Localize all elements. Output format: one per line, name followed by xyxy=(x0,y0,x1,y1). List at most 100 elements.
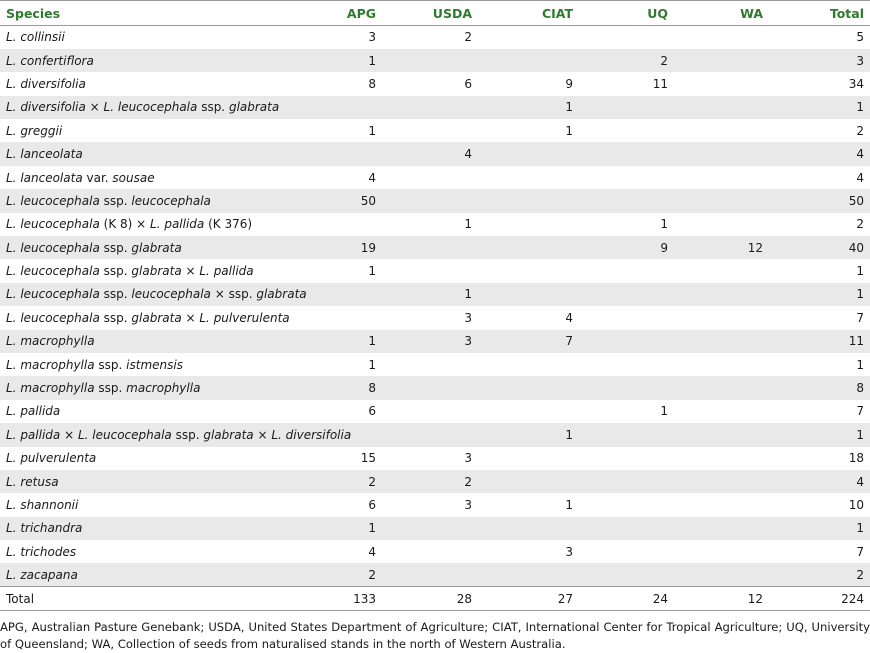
species-name-part: × xyxy=(85,100,104,115)
cell-wa xyxy=(674,213,769,236)
species-name-part: L. macrophylla xyxy=(6,357,95,372)
cell-apg: 1 xyxy=(368,53,376,68)
cell-uq xyxy=(579,259,674,282)
species-name: L. lanceolata xyxy=(0,142,268,165)
table-row: L. leucocephala ssp. glabrata × L. pulve… xyxy=(0,306,870,329)
cell-usda: 2 xyxy=(464,30,472,45)
species-name-part: ssp. xyxy=(171,427,204,442)
header-species: Species xyxy=(6,5,61,21)
cell-wa xyxy=(674,376,769,399)
species-name-part: ssp. xyxy=(197,100,229,115)
header-ciat: CIAT xyxy=(541,5,573,21)
cell-wa xyxy=(674,166,769,189)
species-name-part: L. leucocephala xyxy=(6,287,100,302)
species-name: L. leucocephala ssp. glabrata xyxy=(0,236,268,259)
cell-uq: 1 xyxy=(660,404,668,419)
species-name-part: L. leucocephala xyxy=(6,193,100,208)
cell-wa xyxy=(674,259,769,282)
species-name-part: L. pallida xyxy=(6,404,61,419)
cell-uq xyxy=(579,330,674,353)
cell-uq xyxy=(579,119,674,142)
header-total: Total xyxy=(829,5,864,21)
species-name-part: ssp. xyxy=(99,193,132,208)
header-usda: USDA xyxy=(432,5,472,21)
cell-apg: 8 xyxy=(368,381,376,396)
cell-ciat xyxy=(478,283,579,306)
species-name-part: L. macrophylla xyxy=(6,334,95,349)
species-name-part: L. pulverulenta xyxy=(199,310,290,325)
species-name-part: glabrata xyxy=(131,310,182,325)
species-name: L. retusa xyxy=(0,470,268,493)
species-name-part: glabrata xyxy=(256,287,307,302)
cell-ciat xyxy=(478,166,579,189)
species-name: L. collinsii xyxy=(0,26,268,49)
cell-total: 2 xyxy=(856,217,864,232)
species-name: L. leucocephala ssp. leucocephala xyxy=(0,189,268,212)
cell-usda: 1 xyxy=(464,217,472,232)
table-row: L. leucocephala ssp. glabrata × L. palli… xyxy=(0,259,870,282)
species-name-part: L. confertiflora xyxy=(6,53,94,68)
cell-usda: 4 xyxy=(464,147,472,162)
cell-usda: 3 xyxy=(464,451,472,466)
species-name-part: L. retusa xyxy=(6,474,59,489)
species-name-part: istmensis xyxy=(126,357,183,372)
cell-wa xyxy=(674,563,769,586)
table-row: L. trichandra 1 1 xyxy=(0,516,870,541)
table-row: L. lanceolata 4 4 xyxy=(0,142,870,166)
cell-wa xyxy=(674,493,769,516)
total-label: Total xyxy=(6,591,35,606)
cell-ciat xyxy=(478,26,579,49)
table-row: L. pallida × L. leucocephala ssp. glabra… xyxy=(0,423,870,447)
total-total: 224 xyxy=(841,591,864,606)
total-usda: 28 xyxy=(456,591,472,606)
species-name-part: leucocephala xyxy=(131,193,211,208)
cell-uq: 9 xyxy=(660,240,668,255)
species-name-part: L. pallida xyxy=(199,264,254,279)
species-name-part: L. leucocephala xyxy=(103,100,198,115)
cell-total: 2 xyxy=(856,123,864,138)
table-row: L. leucocephala ssp. leucocephala 50 50 xyxy=(0,189,870,213)
cell-apg: 6 xyxy=(368,404,376,419)
cell-apg: 3 xyxy=(368,30,376,45)
cell-apg: 19 xyxy=(360,240,376,255)
species-name-part: glabrata xyxy=(131,240,182,255)
cell-ciat xyxy=(478,353,579,376)
cell-wa xyxy=(674,517,769,540)
cell-uq xyxy=(579,493,674,516)
total-apg: 133 xyxy=(353,591,376,606)
cell-ciat xyxy=(478,189,579,212)
species-name-part: × xyxy=(181,310,200,325)
cell-apg: 4 xyxy=(368,544,376,559)
cell-usda xyxy=(382,49,478,72)
cell-uq xyxy=(579,306,674,329)
cell-ciat xyxy=(478,49,579,72)
table-header: Species APG USDA CIAT UQ WA Total xyxy=(0,0,870,26)
cell-ciat xyxy=(478,517,579,540)
cell-usda: 3 xyxy=(464,334,472,349)
cell-uq xyxy=(579,563,674,586)
cell-apg xyxy=(268,213,382,236)
cell-total: 1 xyxy=(856,357,864,372)
cell-apg: 1 xyxy=(368,123,376,138)
cell-wa xyxy=(674,400,769,423)
cell-usda xyxy=(382,96,478,119)
species-name: L. macrophylla ssp. macrophylla xyxy=(0,376,268,399)
table-row: L. shannonii 6 3 1 10 xyxy=(0,493,870,516)
species-name: L. leucocephala ssp. leucocephala × ssp.… xyxy=(0,283,307,306)
table-row: L. macrophylla ssp. istmensis 1 1 xyxy=(0,353,870,376)
cell-uq: 1 xyxy=(660,217,668,232)
cell-total: 3 xyxy=(856,53,864,68)
species-name: L. confertiflora xyxy=(0,49,268,72)
cell-wa xyxy=(674,540,769,563)
species-name: L. trichodes xyxy=(0,540,268,563)
cell-total: 7 xyxy=(856,404,864,419)
species-name: L. leucocephala ssp. glabrata × L. pulve… xyxy=(0,306,290,329)
species-name-part: L. leucocephala xyxy=(6,240,100,255)
cell-wa xyxy=(674,189,769,212)
total-ciat: 27 xyxy=(557,591,573,606)
cell-total: 18 xyxy=(848,451,864,466)
cell-apg: 50 xyxy=(360,193,376,208)
cell-ciat: 1 xyxy=(565,427,573,442)
cell-ciat xyxy=(478,259,579,282)
table-row: L. diversifolia 8 6 9 11 34 xyxy=(0,72,870,95)
